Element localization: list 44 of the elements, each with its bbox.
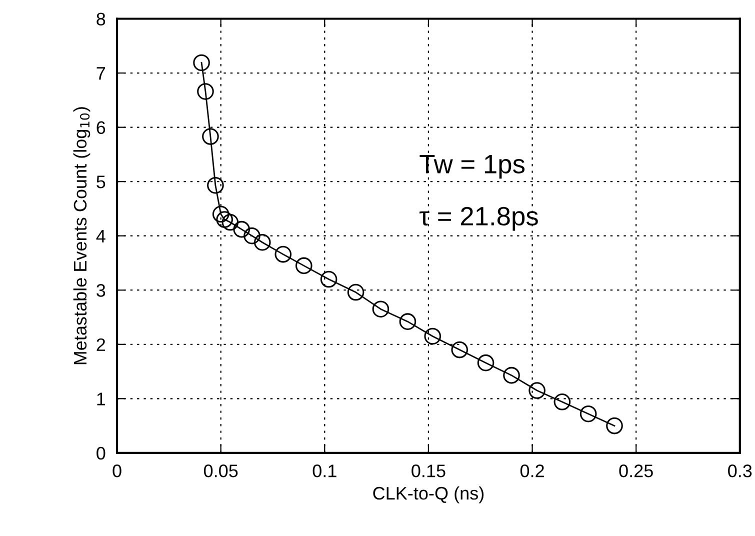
y-tick-label: 3 [96,284,106,297]
point [212,206,230,223]
x-axis-title: CLK-to-Q (ns) [373,486,484,504]
point [554,394,571,410]
point [193,54,210,72]
point [233,220,250,238]
y-tick-label: 4 [96,230,106,242]
point [580,405,597,422]
y-tick-label: 2 [96,338,106,351]
x-tick-label: 0.1 [312,464,336,478]
point [606,417,623,434]
x-tick-label: 0 [112,464,122,478]
y-tick-label: 8 [96,12,106,26]
x-tick-label: 0.25 [619,464,653,478]
annotation: Tw = 1ps [420,155,525,179]
point [216,211,233,228]
point [244,227,260,244]
point [347,284,364,301]
x-tick-label: 0.2 [520,464,544,478]
point [222,214,239,231]
point [424,328,442,345]
point [274,246,292,263]
y-tick-label: 0 [96,446,106,460]
point [202,128,219,145]
y-tick-label: 7 [96,67,106,80]
point [451,341,468,358]
point [528,382,546,399]
point [254,234,271,251]
point [197,83,214,100]
point [503,366,520,384]
x-tick-label: 0.05 [204,464,238,478]
y-tick-label: 1 [97,392,106,406]
point [477,354,494,372]
point [372,300,390,318]
point [207,176,224,194]
annotation: τ = 21.8ps [419,206,538,231]
y-tick-label: 5 [96,176,106,188]
x-tick-label: 0.15 [412,464,446,478]
point [295,257,312,274]
point [399,313,416,330]
y-axis-title: Metastable Events Count (log$_{10}$) [73,107,90,364]
x-tick-label: 0.3 [728,464,752,478]
y-tick-label: 6 [96,121,106,134]
point [320,270,338,288]
